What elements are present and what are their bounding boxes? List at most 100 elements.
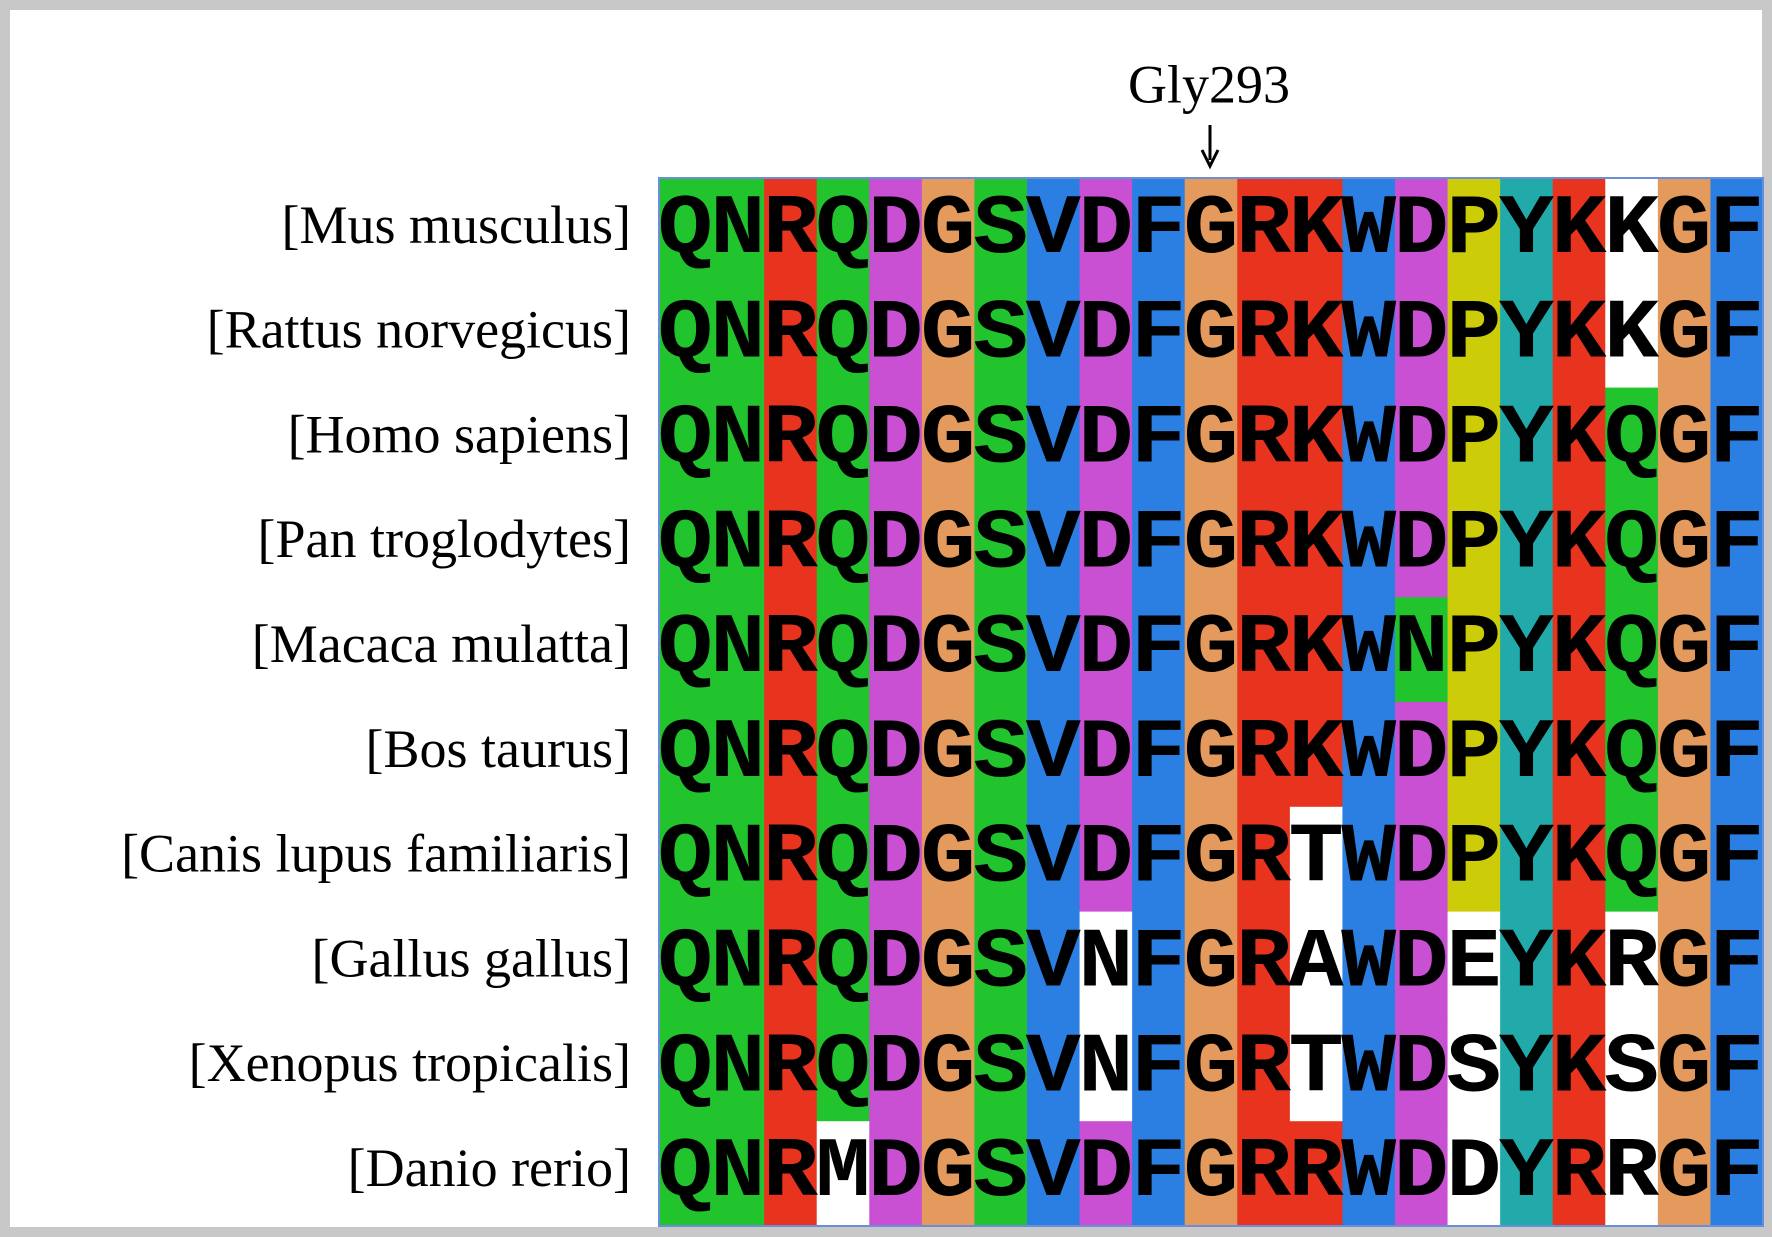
residue: Q <box>815 497 870 592</box>
residue-cell <box>1605 178 1659 284</box>
residue-cell <box>1132 387 1186 493</box>
species-label: [Gallus gallus] <box>312 928 631 988</box>
residue: V <box>1026 288 1082 383</box>
residue: Q <box>815 812 870 907</box>
residue: R <box>1551 1126 1607 1221</box>
residue-cell <box>1552 1121 1606 1227</box>
residue: V <box>1026 1021 1082 1116</box>
residue-cell <box>764 1016 818 1122</box>
residue: D <box>1394 917 1449 1012</box>
residue: Y <box>1499 393 1555 488</box>
species-label: [Homo sapiens] <box>288 404 631 464</box>
residue: N <box>1078 917 1133 1012</box>
residue-cell <box>921 911 975 1017</box>
residue: D <box>1446 1126 1501 1221</box>
residue-cell <box>1447 1121 1501 1227</box>
residue: R <box>1236 183 1292 278</box>
residue: R <box>1236 1126 1292 1221</box>
residue-cell <box>869 387 923 493</box>
residue: F <box>1709 393 1764 488</box>
residue: D <box>868 917 923 1012</box>
residue-cell <box>869 911 923 1017</box>
residue-cell <box>1184 1016 1238 1122</box>
residue-cell <box>1079 387 1133 493</box>
residue-cell <box>1395 911 1449 1017</box>
residue-cell <box>1237 1121 1291 1227</box>
residue-cell <box>1500 178 1554 284</box>
residue-cell <box>711 492 765 598</box>
residue-cell <box>816 911 870 1017</box>
residue: P <box>1446 497 1501 592</box>
residue: G <box>1183 183 1238 278</box>
residue: G <box>921 1021 976 1116</box>
residue-cell <box>816 806 870 913</box>
residue: G <box>921 1126 976 1221</box>
residue: G <box>1657 183 1712 278</box>
residue-cell <box>711 387 765 493</box>
residue-cell <box>659 1016 713 1122</box>
residue-cell <box>1237 282 1291 389</box>
residue-cell <box>1079 1121 1133 1227</box>
residue-cell <box>1500 806 1554 913</box>
residue: Y <box>1499 1126 1555 1221</box>
residue-cell <box>1132 1121 1186 1227</box>
residue-cell <box>1710 806 1764 913</box>
residue-cell <box>921 806 975 913</box>
residue: D <box>1078 812 1133 907</box>
residue: D <box>1394 288 1449 383</box>
residue: S <box>973 497 1028 592</box>
residue: Q <box>1604 393 1659 488</box>
residue-cell <box>921 597 975 703</box>
residue: Q <box>815 917 870 1012</box>
residue: R <box>1236 1021 1292 1116</box>
residue-cell <box>816 1016 870 1122</box>
residue-cell <box>974 387 1028 493</box>
residue-cell <box>1237 178 1291 284</box>
residue-cell <box>1342 911 1396 1017</box>
residue-cell <box>1710 911 1764 1017</box>
residue-cell <box>1132 597 1186 703</box>
residue-cell <box>1027 178 1081 284</box>
residue-cell <box>764 1121 818 1227</box>
residue: N <box>710 288 765 383</box>
residue-cell <box>711 702 765 808</box>
residue: D <box>1394 707 1449 802</box>
residue-cell <box>1500 1121 1554 1227</box>
residue: V <box>1026 497 1082 592</box>
residue: R <box>1236 602 1292 697</box>
residue: Q <box>815 707 870 802</box>
residue: K <box>1551 393 1607 488</box>
residue-cell <box>1552 1016 1606 1122</box>
residue-cell <box>974 911 1028 1017</box>
residue: F <box>1131 497 1186 592</box>
residue-cell <box>1447 911 1501 1017</box>
residue: R <box>763 183 819 278</box>
residue: F <box>1131 288 1186 383</box>
residue: W <box>1341 183 1397 278</box>
residue-cell <box>974 282 1028 389</box>
residue-cell <box>1500 282 1554 389</box>
residue: Q <box>1604 497 1659 592</box>
residue-cell <box>1447 702 1501 808</box>
residue-cell <box>1710 1121 1764 1227</box>
residue: N <box>1078 1021 1133 1116</box>
residue: G <box>921 288 976 383</box>
residue: F <box>1709 917 1764 1012</box>
residue-cell <box>1132 1016 1186 1122</box>
residue: P <box>1446 288 1501 383</box>
residue-cell <box>1184 492 1238 598</box>
residue: G <box>1657 602 1712 697</box>
residue: G <box>1657 1021 1712 1116</box>
residue-cell <box>764 806 818 913</box>
residue: K <box>1289 497 1345 592</box>
residue: Y <box>1499 497 1555 592</box>
residue: Y <box>1499 707 1555 802</box>
residue: D <box>1394 497 1449 592</box>
residue-cell <box>1027 597 1081 703</box>
residue: Y <box>1499 917 1555 1012</box>
residue-cell <box>1184 282 1238 389</box>
residue: E <box>1446 917 1501 1012</box>
residue-cell <box>869 806 923 913</box>
residue-cell <box>1027 911 1081 1017</box>
residue-cell <box>816 178 870 284</box>
